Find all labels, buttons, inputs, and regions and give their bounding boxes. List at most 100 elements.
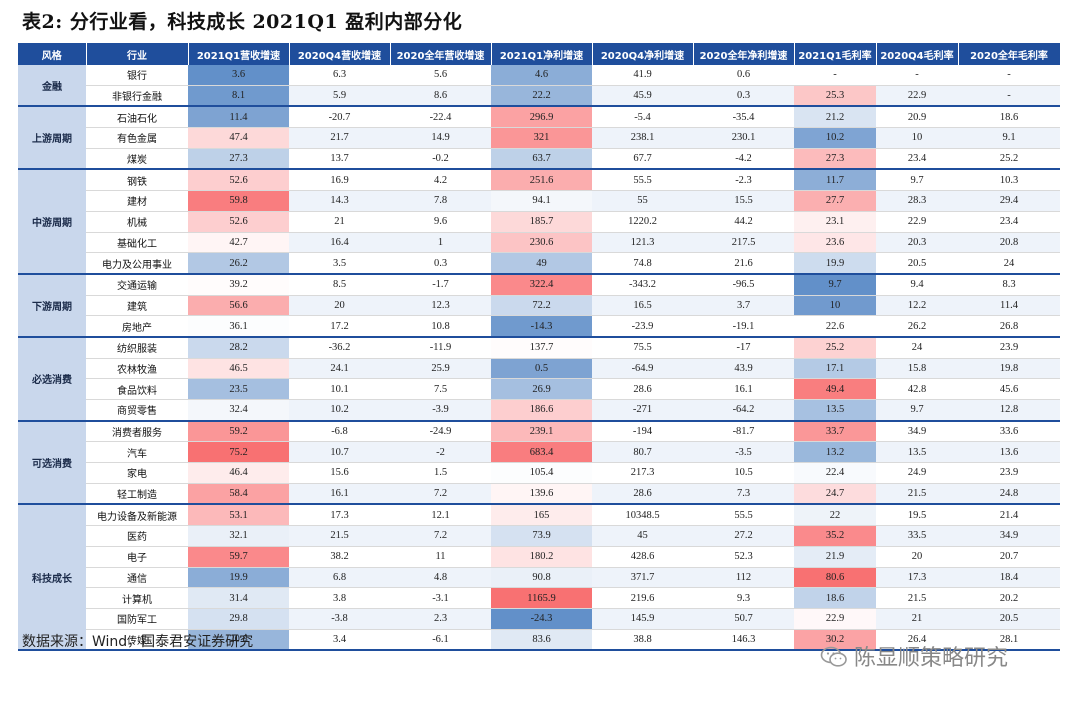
value-cell: -3.8 (289, 608, 390, 630)
value-cell: 5.9 (289, 85, 390, 108)
industry-cell: 机械 (86, 211, 188, 233)
value-cell: 21.7 (289, 127, 390, 149)
wechat-icon (820, 646, 847, 667)
value-cell: 28.6 (592, 378, 693, 400)
value-cell: 27.2 (693, 525, 794, 547)
value-cell: 112 (693, 567, 794, 589)
industry-cell: 商贸零售 (86, 399, 188, 422)
column-header: 2020Q4净利增速 (592, 43, 694, 65)
value-cell: 26.2 (876, 315, 958, 338)
value-cell: 17.2 (289, 315, 390, 338)
value-cell: 24 (876, 336, 958, 359)
value-cell: 683.4 (491, 441, 592, 464)
value-cell: 19.5 (876, 504, 958, 527)
value-cell: 49.4 (794, 378, 876, 400)
value-cell: 4.6 (491, 65, 592, 86)
value-cell: 7.2 (390, 525, 491, 547)
value-cell: 24.1 (289, 358, 390, 380)
value-cell: 18.6 (794, 587, 876, 609)
value-cell: 73.9 (491, 525, 592, 547)
value-cell: 90.8 (491, 567, 592, 589)
value-cell: -19.1 (693, 315, 794, 338)
value-cell: 26.9 (491, 378, 592, 400)
value-cell: 10.1 (289, 378, 390, 400)
style-cell: 上游周期 (18, 106, 86, 171)
table-row: 有色金属 47.4 21.7 14.9 321 238.1 230.1 10.2 10 9.1 (18, 127, 1060, 149)
value-cell: -96.5 (693, 273, 794, 296)
value-cell: -36.2 (289, 336, 390, 359)
industry-cell: 非银行金融 (86, 85, 188, 108)
table-row: 非银行金融 8.1 5.9 8.6 22.2 45.9 0.3 25.3 22.9- (18, 85, 1060, 108)
value-cell: 28.1 (958, 629, 1060, 652)
value-cell: 11.7 (794, 169, 876, 192)
table-row: 机械 52.6 21 9.6 185.7 1220.2 44.2 23.1 22.9 23.4 (18, 211, 1060, 233)
value-cell: 46.4 (188, 462, 289, 484)
value-cell: 26.2 (188, 252, 289, 275)
value-cell: 29.8 (188, 608, 289, 630)
industry-cell: 石油石化 (86, 106, 188, 129)
header-row: 风格 行业 2021Q1营收增速 2020Q4营收增速 2020全年营收增速 2021Q1… (18, 43, 1061, 65)
value-cell: - (958, 65, 1060, 86)
value-cell: 20 (876, 546, 958, 568)
value-cell: 21.5 (876, 483, 958, 506)
value-cell: 8.5 (289, 273, 390, 296)
table-row: 通信 19.9 6.8 4.8 90.8 371.7 112 80.6 17.3 18.4 (18, 567, 1060, 589)
value-cell: - (794, 65, 876, 86)
table-title: 表2: 分行业看，科技成长 2021Q1 盈利内部分化 (22, 11, 463, 33)
value-cell: 41.9 (592, 65, 693, 86)
value-cell: 10.8 (390, 315, 491, 338)
value-cell: 63.7 (491, 148, 592, 171)
value-cell: 28.6 (592, 483, 693, 506)
style-cell: 下游周期 (18, 273, 86, 338)
value-cell: 11.4 (958, 295, 1060, 317)
value-cell: 16.9 (289, 169, 390, 192)
table-row: 电子 59.7 38.2 11 180.2 428.6 52.3 21.9 20 20.7 (18, 546, 1060, 568)
value-cell: -343.2 (592, 273, 693, 296)
value-cell: 12.3 (390, 295, 491, 317)
value-cell: 6.3 (289, 65, 390, 86)
value-cell: 16.1 (693, 378, 794, 400)
table-row: 必选消费 纺织服装 28.2 -36.2 -11.9 137.7 75.5 -17 25.2 24… (18, 336, 1060, 422)
column-header: 2020Q4营收增速 (289, 43, 391, 65)
industry-cell: 传媒 (86, 629, 188, 652)
value-cell: 2.3 (390, 608, 491, 630)
value-cell: 21.9 (794, 546, 876, 568)
value-cell: 28.3 (876, 190, 958, 212)
column-header: 2020Q4毛利率 (876, 43, 959, 65)
watermark: 陈显顺策略研究 (820, 640, 1008, 672)
table-row: 煤炭 27.3 13.7 -0.2 63.7 67.7 -4.2 27.3 23.4 25.2 (18, 148, 1060, 171)
value-cell: 19.9 (188, 567, 289, 589)
value-cell: 3.7 (693, 295, 794, 317)
value-cell: 45.9 (592, 85, 693, 108)
value-cell: 52.6 (188, 169, 289, 192)
value-cell: -3.9 (390, 399, 491, 422)
industry-profit-table: 风格 行业 2021Q1营收增速 2020Q4营收增速 2020全年营收增速 2021Q1… (18, 43, 1061, 652)
value-cell: 23.1 (794, 211, 876, 233)
value-cell: 13.2 (794, 441, 876, 464)
value-cell: 34.9 (958, 525, 1060, 547)
value-cell: 27.7 (794, 190, 876, 212)
value-cell: 296.9 (491, 106, 592, 129)
value-cell: 10.2 (794, 127, 876, 149)
value-cell: 186.6 (491, 399, 592, 422)
industry-cell: 有色金属 (86, 127, 188, 149)
value-cell: -6.8 (289, 420, 390, 443)
value-cell: 24.9 (876, 462, 958, 484)
column-header: 2021Q1毛利率 (794, 43, 877, 65)
value-cell: 3.4 (289, 629, 390, 652)
value-cell: 25.9 (390, 358, 491, 380)
industry-cell: 国防军工 (86, 608, 188, 630)
value-cell: 22.2 (491, 85, 592, 108)
value-cell: 219.6 (592, 587, 693, 609)
industry-cell: 交通运输 (86, 273, 188, 296)
value-cell: 22.9 (794, 608, 876, 630)
value-cell: 16.1 (289, 483, 390, 506)
value-cell: 21.4 (958, 504, 1060, 527)
value-cell: 217.5 (693, 232, 794, 254)
value-cell: -24.3 (491, 608, 592, 630)
value-cell: 371.7 (592, 567, 693, 589)
table-row: 科技成长 电力设备及新能源 53.1 17.3 12.1 165 10348.5 55.5 22… (18, 504, 1060, 652)
value-cell: 31.4 (188, 587, 289, 609)
table-row: 国防军工 29.8 -3.8 2.3 -24.3 145.9 50.7 22.9 21 20.5 (18, 608, 1060, 630)
value-cell: 217.3 (592, 462, 693, 484)
